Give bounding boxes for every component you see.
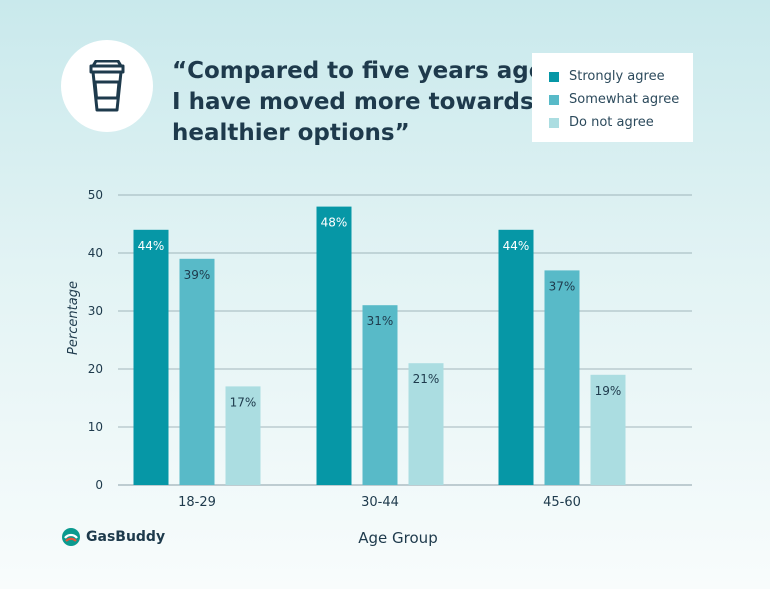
title-line: healthier options” xyxy=(172,120,410,146)
bar-value-label: 21% xyxy=(413,372,440,386)
y-axis-label: Percentage xyxy=(66,281,81,355)
legend-swatch xyxy=(549,71,559,82)
bar xyxy=(133,229,169,485)
brand-name: GasBuddy xyxy=(86,529,166,545)
x-tick-label: 45-60 xyxy=(543,495,581,510)
bar xyxy=(316,206,352,485)
title-line: I have moved more towards xyxy=(172,89,534,115)
x-tick-label: 30-44 xyxy=(361,495,399,510)
bar-value-label: 44% xyxy=(138,239,165,253)
legend: Strongly agree Somewhat agree Do not agr… xyxy=(532,53,693,142)
bar-value-label: 31% xyxy=(367,314,394,328)
bar xyxy=(408,363,444,485)
bar-value-label: 48% xyxy=(321,216,348,230)
legend-item-do-not-agree: Do not agree xyxy=(549,111,693,134)
coffee-cup-icon xyxy=(89,60,125,112)
bar-value-label: 17% xyxy=(230,395,257,409)
legend-item-strongly-agree: Strongly agree xyxy=(549,65,693,88)
bar-value-label: 39% xyxy=(184,268,211,282)
bar-value-label: 19% xyxy=(595,384,622,398)
legend-swatch xyxy=(549,117,559,128)
y-tick-label: 50 xyxy=(88,188,103,202)
bar-value-label: 44% xyxy=(503,239,530,253)
bar xyxy=(590,374,626,485)
legend-label: Do not agree xyxy=(569,115,654,130)
gasbuddy-logo-icon xyxy=(62,528,80,546)
brand-logo: GasBuddy xyxy=(61,527,165,547)
title-line: “Compared to five years ago, xyxy=(172,58,554,84)
y-tick-label: 30 xyxy=(88,304,103,318)
legend-label: Strongly agree xyxy=(569,69,665,84)
y-tick-label: 0 xyxy=(95,478,103,492)
bar xyxy=(225,386,261,485)
bar xyxy=(362,305,398,485)
legend-label: Somewhat agree xyxy=(569,92,680,107)
icon-badge xyxy=(61,40,153,132)
bar-value-label: 37% xyxy=(549,279,576,293)
y-tick-label: 40 xyxy=(88,246,103,260)
legend-swatch xyxy=(549,94,559,105)
x-axis-label: Age Group xyxy=(358,529,437,547)
legend-item-somewhat-agree: Somewhat agree xyxy=(549,88,693,111)
y-tick-label: 20 xyxy=(88,362,103,376)
bar xyxy=(498,229,534,485)
chart-title: “Compared to five years ago, I have move… xyxy=(172,56,554,149)
bar xyxy=(544,270,580,485)
y-tick-label: 10 xyxy=(88,420,103,434)
bar xyxy=(179,258,215,485)
x-tick-label: 18-29 xyxy=(178,495,216,510)
